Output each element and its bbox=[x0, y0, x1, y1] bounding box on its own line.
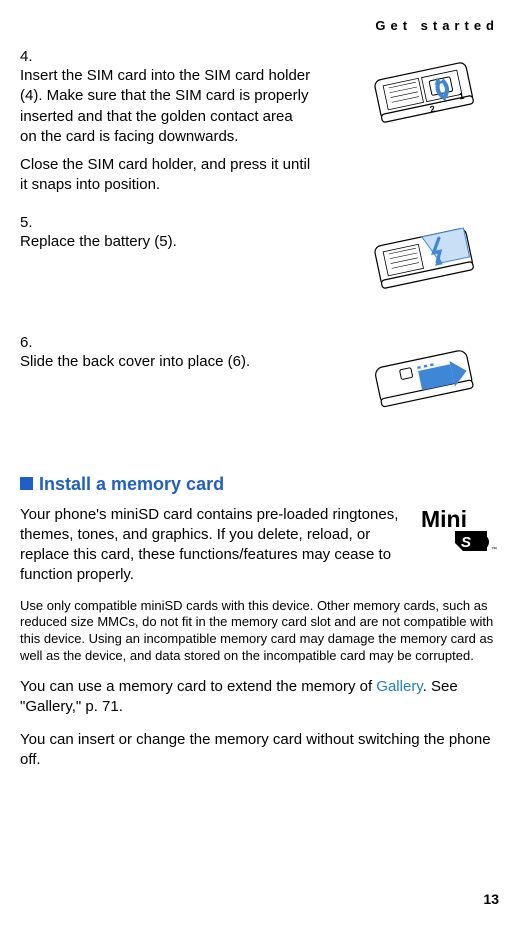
section-heading: Install a memory card bbox=[20, 474, 499, 495]
step-5-illustration bbox=[349, 214, 499, 304]
step-6-row: 6. Slide the back cover into place (6). bbox=[20, 334, 499, 424]
memory-intro-text: Your phone's miniSD card contains pre-lo… bbox=[20, 505, 419, 586]
minisd-logo-icon: Mini S ™ bbox=[419, 505, 499, 555]
phone-sim-illustration: 1 2 bbox=[349, 48, 499, 138]
step-5-row: 5. Replace the battery (5). bbox=[20, 214, 499, 304]
gallery-link[interactable]: Gallery bbox=[376, 678, 422, 695]
step-4-row: 4. Insert the SIM card into the SIM card… bbox=[20, 48, 499, 204]
svg-text:Mini: Mini bbox=[421, 506, 467, 532]
step-5-body: Replace the battery (5). bbox=[20, 232, 313, 260]
step-6-illustration bbox=[349, 334, 499, 424]
step-4-body: Insert the SIM card into the SIM card ho… bbox=[20, 66, 313, 204]
compatibility-text: Use only compatible miniSD cards with th… bbox=[20, 598, 499, 666]
phone-cover-illustration bbox=[349, 334, 499, 424]
step-5-number: 5. bbox=[20, 214, 42, 231]
step-4-para-2: Close the SIM card holder, and press it … bbox=[20, 155, 313, 196]
minisd-logo: Mini S ™ bbox=[419, 505, 499, 560]
step-4-number: 4. bbox=[20, 48, 42, 65]
gallery-paragraph: You can use a memory card to extend the … bbox=[20, 677, 499, 718]
section-title: Install a memory card bbox=[39, 474, 224, 494]
step-6-body: Slide the back cover into place (6). bbox=[20, 352, 313, 380]
svg-text:™: ™ bbox=[491, 546, 497, 553]
insert-paragraph: You can insert or change the memory card… bbox=[20, 730, 499, 771]
memory-intro-row: Your phone's miniSD card contains pre-lo… bbox=[20, 505, 499, 586]
section-marker-icon bbox=[20, 477, 33, 490]
main-content: 4. Insert the SIM card into the SIM card… bbox=[20, 48, 499, 770]
page-header: Get started bbox=[375, 18, 499, 33]
step-6-para-1: Slide the back cover into place (6). bbox=[20, 352, 313, 372]
step-6-number: 6. bbox=[20, 334, 42, 351]
step-5-para-1: Replace the battery (5). bbox=[20, 232, 313, 252]
phone-battery-illustration bbox=[349, 214, 499, 304]
step-4-illustration: 1 2 bbox=[349, 48, 499, 138]
page-number: 13 bbox=[483, 891, 499, 907]
svg-text:S: S bbox=[461, 534, 471, 551]
step-4-para-1: Insert the SIM card into the SIM card ho… bbox=[20, 66, 313, 147]
gallery-para-pre: You can use a memory card to extend the … bbox=[20, 678, 376, 695]
